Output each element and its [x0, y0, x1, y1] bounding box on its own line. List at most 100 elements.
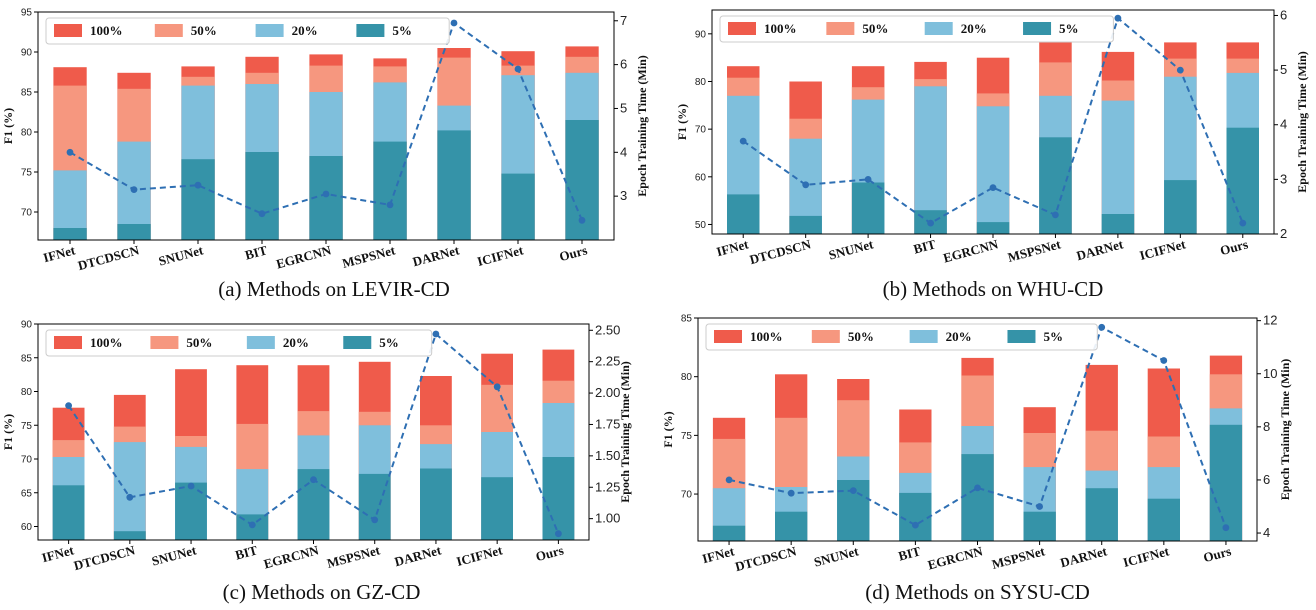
legend-swatch-100pct: [54, 24, 82, 37]
bar-20pct-bit: [914, 86, 947, 234]
legend-swatch-20pct: [246, 336, 275, 349]
x-tick-label-egrcnn: EGRCNN: [274, 242, 333, 271]
training-time-point-dtcdscn: [130, 186, 138, 194]
bar-5pct-mspsnet: [1023, 511, 1056, 541]
bar-5pct-snunet: [175, 482, 207, 540]
legend-label-50pct: 50%: [848, 329, 874, 344]
y2-tick-label: 4: [1263, 525, 1270, 540]
y2-tick-label: 7: [620, 13, 627, 28]
y-tick-label: 70: [21, 208, 33, 219]
x-tick-label-darnet: DARNet: [1059, 543, 1110, 570]
legend: 100% 50% 20% 5%: [705, 323, 1098, 351]
y2-tick-label: 10: [1263, 366, 1277, 381]
x-tick-label-ours: Ours: [534, 542, 565, 564]
y2-tick-label: 2: [1280, 226, 1287, 241]
chart-panel-0: 70 75 80 85 90 95 3 4 5 6 7 IFNet DTCDSCN SNUNet BIT EG…: [1, 8, 649, 302]
bar-5pct-bit: [899, 492, 932, 541]
training-time-point-darnet: [1098, 323, 1106, 331]
training-time-point-ours: [555, 530, 562, 538]
bars: [727, 41, 1259, 235]
x-tick-label-ifnet: IFNet: [40, 542, 76, 565]
chart-title: (b) Methods on WHU-CD: [883, 277, 1104, 301]
training-time-point-icifnet: [1176, 66, 1184, 74]
x-tick-label-egrcnn: EGRCNN: [262, 542, 321, 571]
bar-5pct-egrcnn: [976, 222, 1010, 234]
training-time-line: [728, 325, 1227, 529]
chart-panel-2: 60 65 70 75 80 85 90 1.00 1.25 1.50 1.75 2.00 2.25 2.…: [1, 320, 632, 605]
y2-tick-label: 2.50: [595, 322, 620, 337]
legend-swatch-50pct: [150, 336, 179, 349]
x-tick-label-ifnet: IFNet: [715, 236, 751, 259]
y2-tick-label: 5: [1280, 62, 1287, 77]
y-tick-label: 85: [681, 314, 693, 325]
y2-tick-label: 8: [1263, 419, 1270, 434]
x-tick-label-bit: BIT: [234, 542, 260, 562]
y2-tick-label: 6: [1263, 472, 1270, 487]
y2-tick-label: 1.00: [595, 511, 620, 526]
training-time-point-mspsnet: [1036, 503, 1043, 510]
y-axis-label: F1 (%): [1, 414, 15, 450]
y2-tick-label: 6: [1280, 7, 1287, 22]
y2-tick-label: 3: [1280, 171, 1287, 186]
training-time-point-ours: [1239, 219, 1247, 227]
bars: [53, 46, 599, 241]
x-tick-label-icifnet: ICIFNet: [1138, 236, 1188, 263]
x-tick-label-dtcdscn: DTCDSCN: [748, 236, 813, 267]
x-tick-label-darnet: DARNet: [1075, 236, 1126, 263]
training-time-point-bit: [912, 521, 919, 529]
legend-label-50pct: 50%: [186, 335, 212, 350]
legend-box: [45, 329, 433, 357]
training-time-point-bit: [248, 521, 256, 529]
legend-label-100pct: 100%: [750, 329, 783, 344]
legend: 100% 50% 20% 5%: [719, 15, 1114, 43]
training-time-point-dtcdscn: [802, 181, 810, 189]
y-tick-label: 80: [21, 128, 33, 139]
legend-swatch-5pct: [343, 336, 372, 349]
x-tick-label-icifnet: ICIFNet: [455, 542, 505, 569]
legend-label-100pct: 100%: [764, 21, 797, 36]
training-time-point-mspsnet: [386, 201, 394, 209]
bar-5pct-icifnet: [481, 477, 513, 540]
y2-axis-label: Epoch Training Time (Min): [1295, 51, 1309, 192]
bar-5pct-mspsnet: [1039, 137, 1072, 234]
bar-5pct-icifnet: [1164, 180, 1197, 234]
bar-5pct-dtcdscn: [775, 511, 808, 541]
training-time-point-snunet: [849, 487, 857, 494]
bar-5pct-ifnet: [52, 485, 85, 540]
x-tick-label-mspsnet: MSPSNet: [325, 542, 382, 571]
training-time-point-dtcdscn: [126, 493, 134, 501]
bar-20pct-darnet: [1101, 100, 1135, 234]
y-tick-label: 80: [21, 387, 33, 398]
y-tick-label: 75: [681, 431, 693, 442]
x-tick-label-snunet: SNUNet: [150, 542, 198, 568]
y2-tick-label: 1.75: [595, 416, 620, 431]
y-tick-label: 50: [695, 220, 707, 231]
x-tick-label-ours: Ours: [1202, 543, 1233, 565]
y-tick-label: 65: [21, 488, 33, 499]
x-tick-label-egrcnn: EGRCNN: [926, 543, 985, 572]
x-tick-label-ours: Ours: [1218, 236, 1249, 258]
bar-5pct-icifnet: [501, 173, 535, 240]
x-tick-label-snunet: SNUNet: [827, 236, 875, 262]
legend: 100% 50% 20% 5%: [45, 329, 433, 357]
training-time-point-egrcnn: [989, 184, 997, 192]
training-time-point-ifnet: [65, 402, 72, 409]
x-tick-label-mspsnet: MSPSNet: [990, 543, 1047, 572]
training-time-point-dtcdscn: [787, 489, 795, 497]
bar-20pct-dtcdscn: [113, 442, 146, 540]
x-tick-label-bit: BIT: [912, 236, 938, 256]
bar-5pct-ifnet: [712, 525, 746, 541]
legend-swatch-50pct: [811, 330, 840, 343]
x-tick-label-ours: Ours: [558, 242, 589, 264]
training-time-point-ours: [578, 216, 586, 224]
bar-5pct-darnet: [437, 130, 471, 240]
bars: [712, 355, 1243, 541]
legend-label-20pct: 20%: [946, 329, 972, 344]
y-tick-label: 70: [695, 125, 707, 136]
training-time-point-ifnet: [739, 137, 747, 145]
bar-5pct-ifnet: [53, 228, 87, 240]
bar-5pct-snunet: [181, 159, 215, 240]
x-tick-label-mspsnet: MSPSNet: [1006, 236, 1063, 265]
